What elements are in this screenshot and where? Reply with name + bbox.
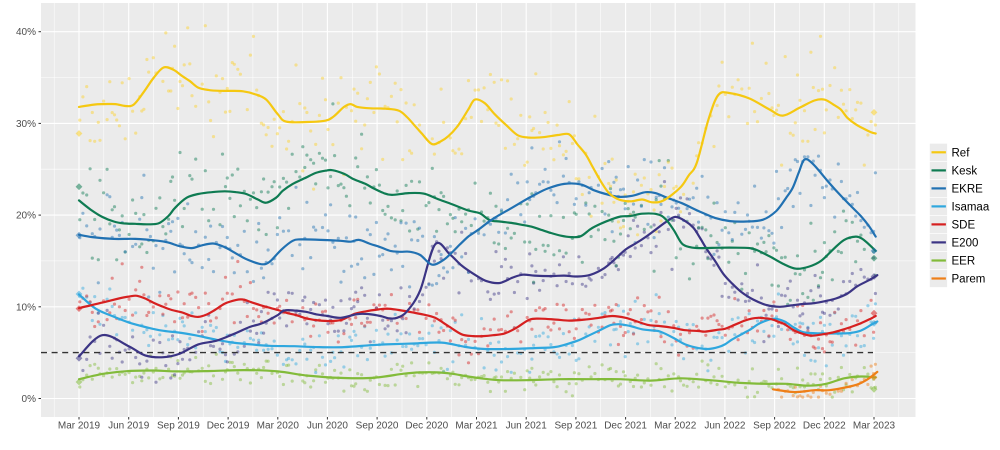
svg-text:Dec 2020: Dec 2020: [405, 421, 448, 432]
svg-text:20%: 20%: [16, 211, 36, 222]
svg-text:Sep 2021: Sep 2021: [554, 421, 597, 432]
svg-text:Mar 2019: Mar 2019: [58, 421, 101, 432]
svg-text:40%: 40%: [16, 27, 36, 38]
svg-text:Jun 2019: Jun 2019: [108, 421, 150, 432]
svg-text:Dec 2022: Dec 2022: [803, 421, 846, 432]
svg-text:Jun 2022: Jun 2022: [704, 421, 746, 432]
svg-text:Mar 2020: Mar 2020: [257, 421, 300, 432]
svg-text:Jun 2020: Jun 2020: [307, 421, 349, 432]
svg-text:Sep 2022: Sep 2022: [753, 421, 796, 432]
svg-text:E200: E200: [952, 237, 979, 249]
svg-text:Parem: Parem: [952, 274, 986, 286]
svg-text:Mar 2023: Mar 2023: [853, 421, 896, 432]
svg-text:SDE: SDE: [952, 219, 976, 231]
svg-text:Jun 2021: Jun 2021: [506, 421, 548, 432]
svg-text:EER: EER: [952, 256, 976, 268]
svg-text:EKRE: EKRE: [952, 183, 984, 195]
svg-text:Isamaa: Isamaa: [952, 201, 990, 213]
svg-text:Ref: Ref: [952, 147, 971, 159]
svg-text:Mar 2021: Mar 2021: [455, 421, 498, 432]
svg-text:Mar 2022: Mar 2022: [654, 421, 697, 432]
svg-text:30%: 30%: [16, 119, 36, 130]
svg-text:Dec 2019: Dec 2019: [207, 421, 250, 432]
svg-text:10%: 10%: [16, 302, 36, 313]
svg-text:Sep 2019: Sep 2019: [157, 421, 200, 432]
svg-text:Dec 2021: Dec 2021: [604, 421, 647, 432]
svg-text:0%: 0%: [22, 394, 37, 405]
svg-text:Sep 2020: Sep 2020: [356, 421, 399, 432]
svg-text:Kesk: Kesk: [952, 165, 978, 177]
